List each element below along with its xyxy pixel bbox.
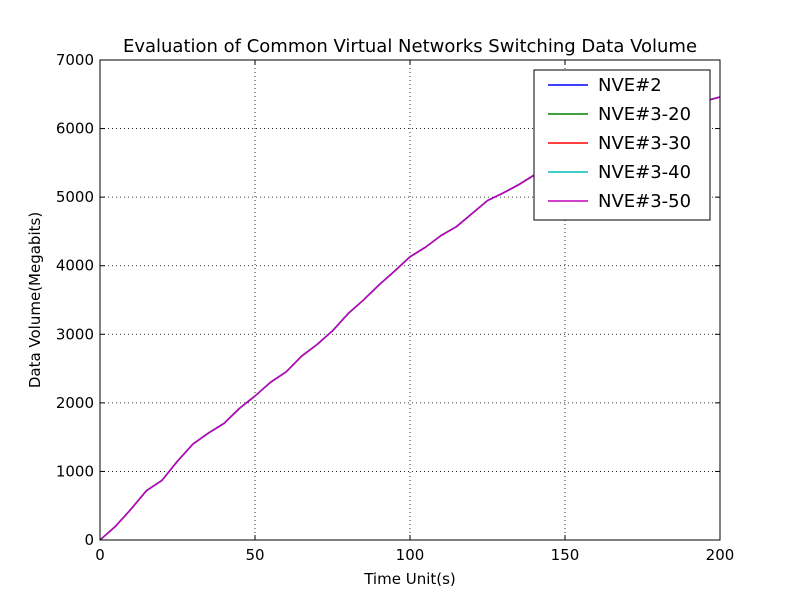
y-tick-label: 2000 xyxy=(56,394,94,412)
legend-label: NVE#3-20 xyxy=(598,104,691,125)
y-axis-label: Data Volume(Megabits) xyxy=(26,212,44,388)
x-tick-label: 50 xyxy=(245,546,264,564)
legend-box xyxy=(533,69,711,221)
legend-label: NVE#2 xyxy=(598,75,662,96)
y-tick-label: 6000 xyxy=(56,120,94,138)
y-tick-label: 1000 xyxy=(56,462,94,480)
x-tick-label: 0 xyxy=(95,546,105,564)
chart-title: Evaluation of Common Virtual Networks Sw… xyxy=(123,36,697,57)
y-tick-label: 4000 xyxy=(56,257,94,275)
x-tick-label: 100 xyxy=(396,546,425,564)
legend: NVE#2 NVE#3-20 NVE#3-30 NVE#3-40 NVE#3-50 xyxy=(533,69,711,221)
y-tick-label: 0 xyxy=(84,531,94,549)
axis-ticks: 0 50 100 150 2000100020003000400050006000700… xyxy=(56,51,735,564)
y-tick-label: 5000 xyxy=(56,188,94,206)
x-axis-label: Time Unit(s) xyxy=(363,570,456,588)
y-tick-label: 3000 xyxy=(56,325,94,343)
legend-label: NVE#3-50 xyxy=(598,191,691,212)
y-tick-label: 7000 xyxy=(56,51,94,69)
x-tick-label: 150 xyxy=(551,546,580,564)
legend-label: NVE#3-30 xyxy=(598,133,691,154)
x-tick-label: 200 xyxy=(706,546,735,564)
legend-label: NVE#3-40 xyxy=(598,162,691,183)
